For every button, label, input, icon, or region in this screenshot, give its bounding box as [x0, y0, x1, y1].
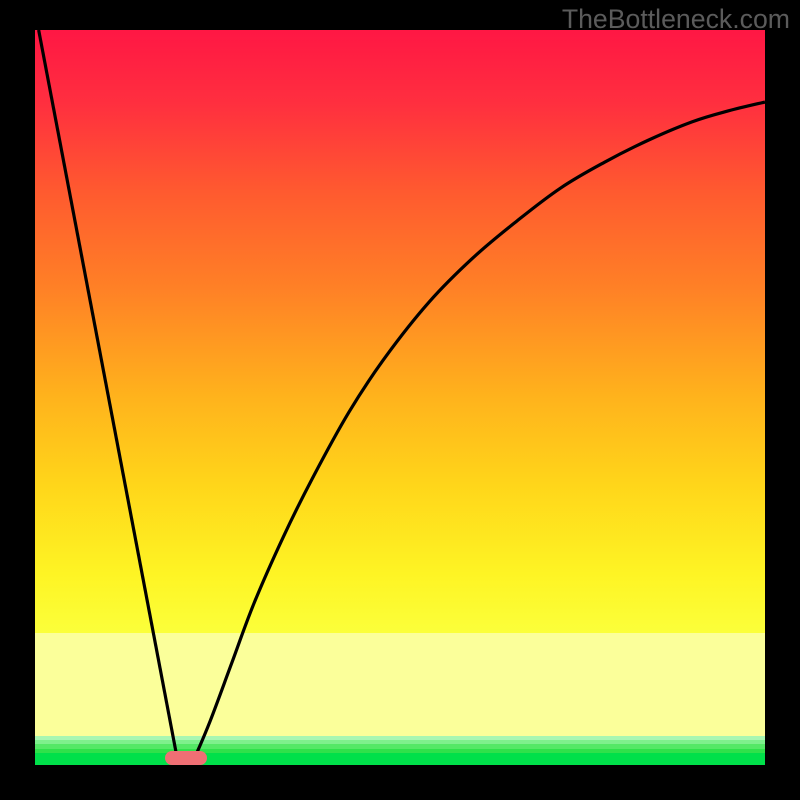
watermark-text: TheBottleneck.com [562, 4, 790, 35]
chart-stage: TheBottleneck.com [0, 0, 800, 800]
right-curve [194, 102, 765, 759]
plot-area [35, 30, 765, 765]
left-curve [39, 30, 178, 759]
curve-layer [35, 30, 765, 765]
minimum-marker [165, 751, 207, 765]
